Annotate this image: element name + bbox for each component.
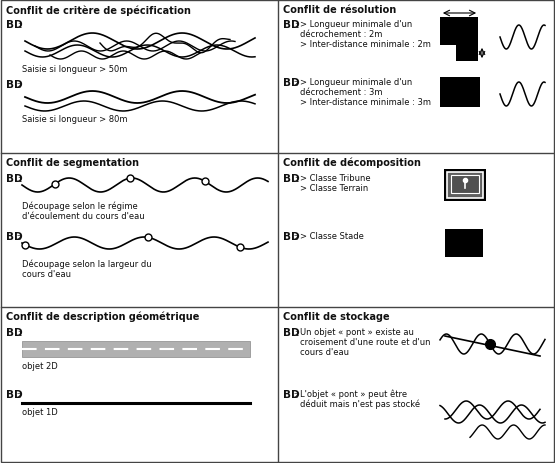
Text: d'écoulement du cours d'eau: d'écoulement du cours d'eau [22, 212, 145, 220]
Text: 2: 2 [17, 83, 22, 89]
Text: Conflit de description géométrique: Conflit de description géométrique [6, 311, 199, 322]
Text: Saisie si longueur > 50m: Saisie si longueur > 50m [22, 65, 128, 74]
Text: 1: 1 [17, 330, 22, 336]
Text: 1: 1 [294, 176, 299, 182]
Text: BD: BD [283, 78, 300, 88]
Text: BD: BD [6, 174, 23, 184]
Text: 1: 1 [17, 23, 22, 29]
Text: > Classe Terrain: > Classe Terrain [300, 184, 369, 193]
Bar [456, 46, 478, 62]
Text: BD: BD [6, 327, 23, 337]
Text: Découpage selon le régime: Découpage selon le régime [22, 201, 138, 211]
Bar [440, 18, 478, 46]
Text: BD: BD [283, 20, 300, 30]
Text: BD: BD [283, 174, 300, 184]
Text: 1: 1 [294, 330, 299, 336]
Text: BD: BD [283, 232, 300, 242]
Text: 1: 1 [294, 23, 299, 29]
Text: 2: 2 [17, 392, 22, 398]
Text: Un objet « pont » existe au: Un objet « pont » existe au [300, 327, 414, 336]
Bar [440, 78, 480, 108]
Text: 2: 2 [294, 234, 299, 240]
Text: 2: 2 [17, 234, 22, 240]
Text: Conflit de stockage: Conflit de stockage [283, 311, 390, 321]
Text: Conflit de critère de spécification: Conflit de critère de spécification [6, 5, 191, 15]
Text: décrochement : 2m: décrochement : 2m [300, 30, 382, 39]
Text: L'objet « pont » peut être: L'objet « pont » peut être [300, 389, 407, 399]
Text: > Inter-distance minimale : 2m: > Inter-distance minimale : 2m [300, 40, 431, 49]
Text: BD: BD [6, 389, 23, 399]
Text: 2: 2 [294, 81, 299, 87]
Text: Saisie si longueur > 80m: Saisie si longueur > 80m [22, 115, 128, 124]
Text: > Classe Tribune: > Classe Tribune [300, 174, 371, 182]
Text: 1: 1 [17, 176, 22, 182]
Bar [444, 169, 486, 201]
Bar [22, 341, 250, 357]
Text: objet 1D: objet 1D [22, 407, 58, 416]
Bar [447, 173, 483, 199]
Text: décrochement : 3m: décrochement : 3m [300, 88, 382, 97]
Text: croisement d'une route et d'un: croisement d'une route et d'un [300, 337, 431, 346]
Text: > Inter-distance minimale : 3m: > Inter-distance minimale : 3m [300, 98, 431, 107]
Text: objet 2D: objet 2D [22, 361, 58, 370]
Bar [445, 230, 483, 257]
Text: BD: BD [6, 20, 23, 30]
Text: Découpage selon la largeur du: Découpage selon la largeur du [22, 259, 152, 269]
Bar [451, 175, 479, 194]
Text: Conflit de résolution: Conflit de résolution [283, 5, 396, 15]
Text: BD: BD [283, 389, 300, 399]
Text: > Longueur minimale d'un: > Longueur minimale d'un [300, 20, 412, 29]
Text: 2: 2 [294, 392, 299, 398]
Text: > Classe Stade: > Classe Stade [300, 232, 364, 240]
Text: BD: BD [6, 80, 23, 90]
Text: Conflit de décomposition: Conflit de décomposition [283, 158, 421, 168]
Text: > Longueur minimale d'un: > Longueur minimale d'un [300, 78, 412, 87]
Text: cours d'eau: cours d'eau [22, 269, 71, 278]
Text: BD: BD [6, 232, 23, 242]
Text: BD: BD [283, 327, 300, 337]
Text: Conflit de segmentation: Conflit de segmentation [6, 158, 139, 168]
Text: cours d'eau: cours d'eau [300, 347, 349, 356]
Text: déduit mais n'est pas stocké: déduit mais n'est pas stocké [300, 399, 420, 409]
